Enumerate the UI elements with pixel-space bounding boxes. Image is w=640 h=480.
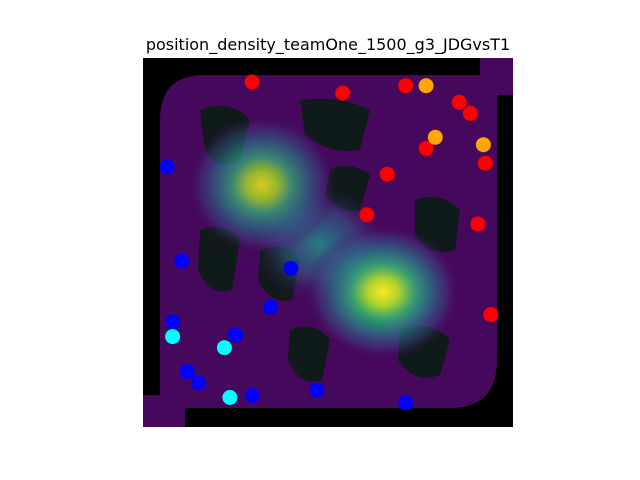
- scatter-point-series0-9: [470, 216, 486, 232]
- scatter-point-series1-2: [475, 137, 491, 153]
- scatter-point-series0-1: [335, 85, 351, 101]
- scatter-point-series2-6: [179, 364, 195, 380]
- scatter-point-series0-3: [451, 94, 467, 110]
- scatter-point-series0-2: [398, 78, 414, 94]
- scatter-point-series2-10: [398, 395, 414, 411]
- scatter-point-series1-1: [427, 129, 443, 145]
- scatter-point-series0-7: [379, 166, 395, 182]
- scatter-point-series2-4: [165, 314, 181, 330]
- scatter-point-series0-0: [244, 74, 260, 90]
- scatter-point-series2-3: [263, 299, 279, 315]
- scatter-point-series2-7: [191, 375, 206, 391]
- scatter-point-series3-0: [165, 329, 181, 345]
- scatter-points: [159, 74, 499, 411]
- density-peak-secondary: [187, 115, 337, 255]
- scatter-point-series0-10: [483, 307, 499, 322]
- scatter-point-series2-8: [244, 388, 260, 404]
- density-peak-primary: [305, 224, 461, 360]
- plot-area: [143, 58, 513, 427]
- scatter-point-series0-5: [418, 140, 434, 156]
- scatter-point-series2-1: [174, 253, 190, 269]
- scatter-point-series2-2: [283, 260, 299, 276]
- scatter-point-series3-2: [222, 390, 238, 405]
- scatter-point-series0-8: [359, 207, 375, 223]
- scatter-point-series0-4: [462, 105, 478, 121]
- scatter-point-series2-0: [159, 159, 175, 175]
- scatter-point-series1-0: [418, 78, 434, 94]
- scatter-point-series0-6: [477, 155, 493, 171]
- scatter-point-series2-9: [309, 382, 325, 398]
- scatter-point-series3-1: [216, 340, 232, 356]
- scatter-point-series2-5: [228, 327, 243, 343]
- chart-title: position_density_teamOne_1500_g3_JDGvsT1: [146, 35, 510, 55]
